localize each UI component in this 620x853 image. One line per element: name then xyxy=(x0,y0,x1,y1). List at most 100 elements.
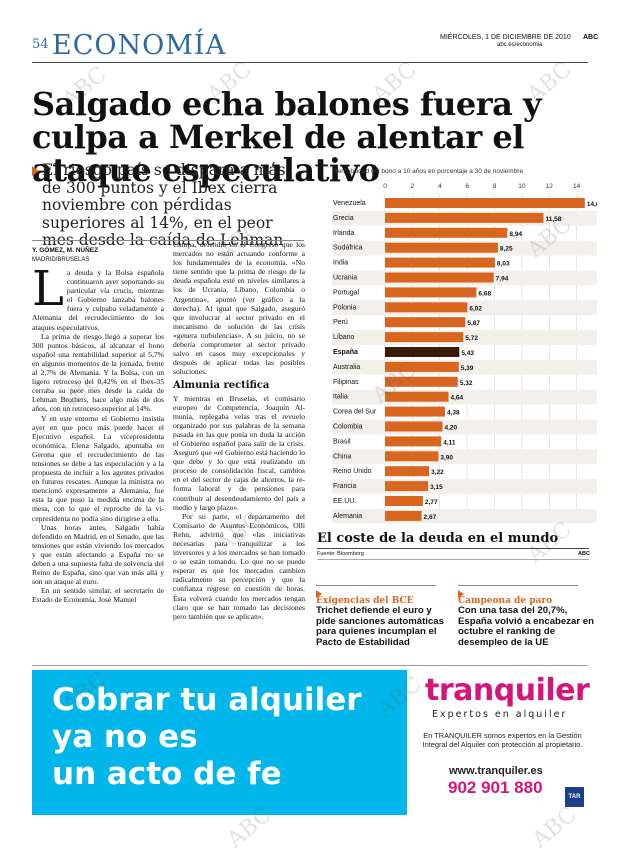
chart-tick-label: 8 xyxy=(493,183,497,190)
chart-row-band xyxy=(332,419,597,435)
chart-bar xyxy=(385,287,477,298)
issue-date: MIÉRCOLES, 1 DE DICIEMBRE DE 2010 xyxy=(440,34,571,41)
chart-data-label: 5,43 xyxy=(461,350,474,357)
chart-data-label: 8,03 xyxy=(497,261,510,268)
chart-category-label: Corea del Sur xyxy=(333,409,377,416)
article-paragraph: Y en este entorno el Gobierno insis­tía … xyxy=(32,413,164,523)
chart-bar xyxy=(385,227,508,238)
chart-data-label: 2,77 xyxy=(425,499,438,506)
chart-title: El coste de la deuda en el mundo xyxy=(317,531,559,546)
chart-data-label: 4,38 xyxy=(447,410,460,417)
header-brand: ABC xyxy=(583,34,599,41)
chart-tick-label: 6 xyxy=(465,183,469,190)
brief-kicker: Exigencias del BCE xyxy=(316,596,414,606)
chart-data-label: 2,67 xyxy=(424,514,437,521)
chart-row-band xyxy=(332,449,597,465)
chart-category-label: Reino Unido xyxy=(333,468,372,475)
chart-data-label: 4,64 xyxy=(451,395,464,402)
chart-data-label: 3,15 xyxy=(430,484,443,491)
chart-bar xyxy=(385,302,468,313)
subhead-rule xyxy=(32,240,304,241)
chart-bar xyxy=(385,272,494,283)
brief-arrow-icon xyxy=(316,590,322,598)
chart-bar xyxy=(385,361,459,372)
chart-data-label: 4,11 xyxy=(443,439,456,446)
chart-data-label: 11,58 xyxy=(546,216,562,223)
chart-bar xyxy=(385,198,585,208)
chart-data-label: 8,94 xyxy=(509,231,522,238)
chart-category-label: Ucrania xyxy=(333,275,357,282)
chart-row-band xyxy=(332,389,597,405)
article-subheading: Almunia rectifica xyxy=(173,380,270,392)
brief-kicker: Campeona de paro xyxy=(458,596,553,606)
section-title: ECONOMÍA xyxy=(52,30,227,61)
chart-category-label: Francia xyxy=(333,483,356,490)
ad-description: En TRANQUILER somos expertos en la Gesti… xyxy=(422,731,583,750)
chart-bar xyxy=(385,242,498,253)
chart-category-label: Australia xyxy=(333,364,360,371)
chart-category-label: Polonia xyxy=(333,304,356,311)
subhead: El riesgo país se dispara a más de 300 p… xyxy=(42,161,286,249)
chart-tick-label: 4 xyxy=(438,183,442,190)
chart-category-label: Grecia xyxy=(333,215,354,222)
chart-category-label: Alemania xyxy=(333,513,362,520)
byline: Y. GÓMEZ, M. NÚÑEZ xyxy=(32,247,99,254)
brief-text: Con una tasa del 20,7%, España volvió a … xyxy=(458,605,594,648)
article-paragraph: Y mientras en Bruselas, el comisario eur… xyxy=(173,393,305,512)
chart-bar xyxy=(385,317,466,328)
article-column-2: Campa, defendió en el Congreso que los m… xyxy=(173,240,305,621)
page-number: 54 xyxy=(32,37,49,52)
watermark: ABC xyxy=(527,802,582,853)
chart-bar xyxy=(385,421,443,432)
chart-row-band xyxy=(332,479,597,494)
bond-yield-chart: 0246810121416Venezuela14,60Grecia11,58Ir… xyxy=(332,183,597,523)
ad-headline-line: ya no es xyxy=(52,719,198,755)
ad-url[interactable]: www.tranquiler.es xyxy=(449,765,543,777)
chart-bar xyxy=(385,376,458,387)
chart-data-label: 5,32 xyxy=(460,380,473,387)
ad-headline-line: un acto de fe xyxy=(52,756,282,792)
chart-bar xyxy=(385,391,449,402)
subhead-arrow-icon xyxy=(32,166,39,176)
ad-rule xyxy=(32,665,588,666)
chart-data-label: 3,90 xyxy=(440,454,453,461)
chart-bar xyxy=(385,347,460,357)
chart-tick-label: 12 xyxy=(546,183,554,190)
chart-category-label: España xyxy=(333,349,358,356)
article-paragraph: Campa, defendió en el Congreso que los m… xyxy=(173,240,305,377)
brief-text: Trichet defiende el euro y pide sancione… xyxy=(316,605,444,648)
chart-bar xyxy=(385,466,430,477)
chart-tick-label: 14 xyxy=(573,183,581,190)
chart-bar xyxy=(385,451,439,462)
chart-bar xyxy=(385,257,495,268)
chart-bar xyxy=(385,436,442,447)
ad-tagline: Expertos en alquiler xyxy=(432,709,568,720)
ad-headline: Cobrar tu alquiler ya no es un acto de f… xyxy=(52,682,362,793)
brief-rule xyxy=(458,585,578,586)
section-url[interactable]: abc.es/economia xyxy=(497,42,543,48)
article-paragraph: Por su parte, el departamento del Comisa… xyxy=(173,511,305,621)
header-rule xyxy=(32,62,588,63)
chart-brand: ABC xyxy=(578,551,590,557)
chart-category-label: Italia xyxy=(333,394,348,401)
brief-rule xyxy=(316,585,436,586)
drop-cap: L xyxy=(32,261,64,317)
chart-data-label: 6,02 xyxy=(469,305,482,312)
ad-blue-panel[interactable] xyxy=(32,670,407,815)
chart-data-label: 5,72 xyxy=(465,335,478,342)
chart-category-label: Filipinas xyxy=(333,379,359,386)
chart-category-label: EE.UU. xyxy=(333,498,356,505)
dateline-place: MADRID/BRUSELAS xyxy=(32,257,90,263)
chart-data-label: 4,20 xyxy=(444,425,457,432)
chart-bar xyxy=(385,406,445,417)
chart-rule-bottom xyxy=(317,559,589,560)
chart-category-label: China xyxy=(333,453,351,460)
chart-bar xyxy=(385,496,423,506)
ad-phone: 902 901 880 xyxy=(448,778,543,797)
chart-data-label: 6,68 xyxy=(478,290,491,297)
chart-bar xyxy=(385,510,422,521)
chart-category-label: Perú xyxy=(333,319,348,326)
chart-category-label: Colombia xyxy=(333,424,363,431)
chart-category-label: Líbano xyxy=(333,334,355,341)
